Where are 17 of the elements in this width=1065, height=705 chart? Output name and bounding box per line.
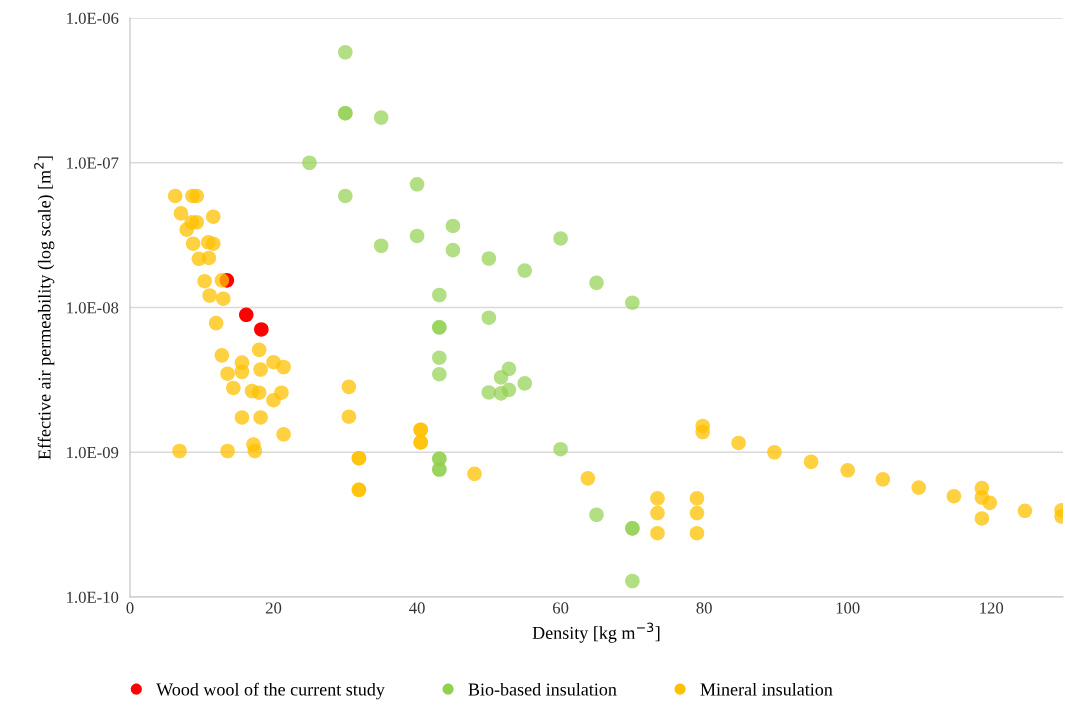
x-axis-title: Density [kg m$^{−3}$]: [532, 622, 660, 643]
legend-label: Bio-based insulation: [468, 682, 617, 696]
x-tick-label: 100: [836, 602, 860, 614]
x-tick-label: 40: [409, 602, 425, 614]
y-tick-label: 1.0E-07: [67, 157, 119, 169]
y-tick-label: 1.0E-08: [67, 302, 119, 314]
y-tick-label: 1.0E-10: [67, 591, 119, 604]
y-axis-title: Effective air permeability (log scale) [m$^{2}$]: [34, 156, 55, 460]
y-tick-label: 1.0E-09: [67, 446, 119, 459]
x-tick-label: 120: [980, 602, 1004, 614]
x-tick-label: 20: [265, 602, 282, 614]
x-tick-label: 80: [696, 602, 712, 614]
x-tick-label: 60: [553, 602, 569, 614]
legend-label: Wood wool of the current study: [156, 682, 385, 700]
legend-label: Mineral insulation: [700, 682, 833, 696]
y-tick-label: 1.0E-06: [67, 12, 119, 25]
x-tick-label: 0: [126, 602, 134, 614]
